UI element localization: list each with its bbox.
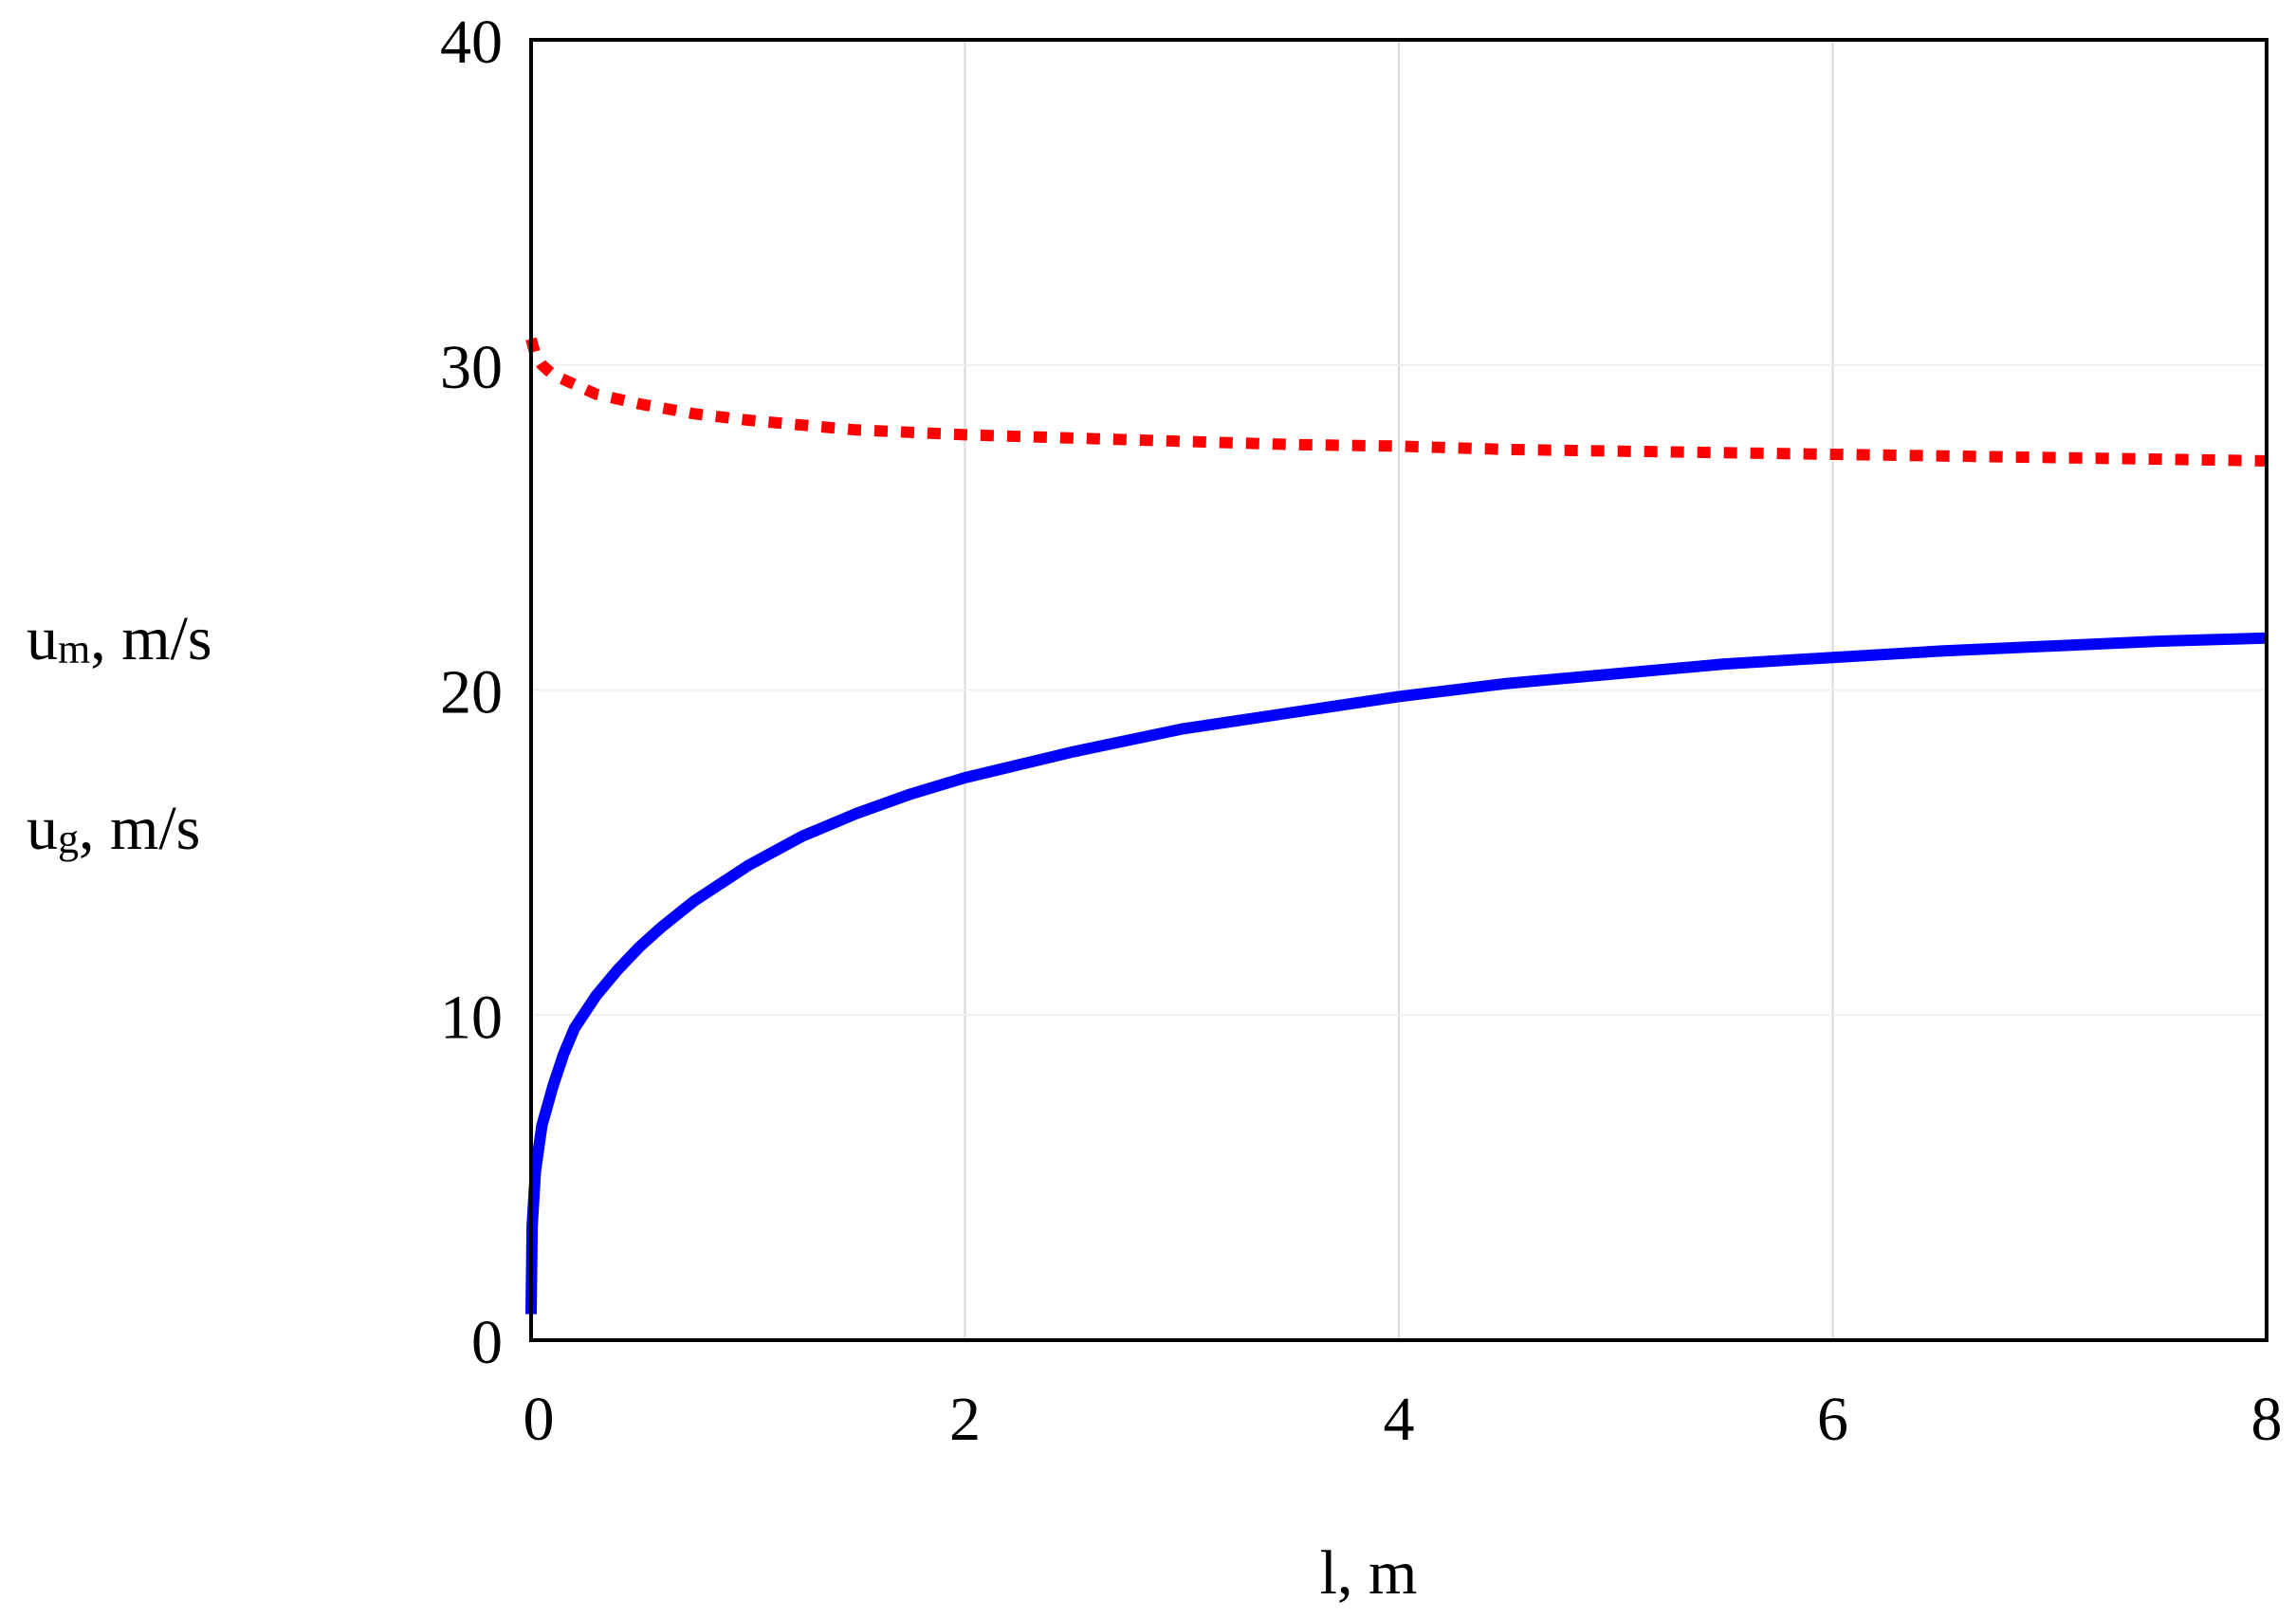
y-label-um-rest: , m/s	[90, 604, 211, 673]
x-axis-label: l, m	[1320, 1538, 1418, 1608]
y-label-ug-rest: , m/s	[79, 794, 200, 863]
y-label-ug-base: u	[27, 794, 58, 863]
plot-frame	[529, 38, 2268, 1342]
y-label-um-sub: m	[58, 626, 90, 672]
tick-labels: 0 2 4 6 8 0 10 20 30 40	[440, 8, 2283, 1454]
x-tick-label-3: 6	[1817, 1385, 1848, 1454]
y-axis-label-ug: ug, m/s	[27, 794, 200, 863]
x-tick-label-0: 0	[523, 1385, 555, 1454]
y-tick-label-0: 0	[471, 1308, 503, 1377]
x-tick-label-2: 4	[1384, 1385, 1415, 1454]
x-tick-label-1: 2	[949, 1385, 981, 1454]
y-tick-label-2: 20	[440, 658, 503, 727]
y-tick-label-4: 40	[440, 8, 503, 77]
series-group	[525, 337, 2268, 1315]
series-line-1	[525, 632, 2268, 1315]
grid-lines	[531, 40, 2267, 1340]
series-line-0	[525, 337, 2268, 467]
y-label-ug-sub: g	[58, 816, 79, 862]
y-tick-label-1: 10	[440, 983, 503, 1052]
x-tick-label-4: 8	[2251, 1385, 2283, 1454]
y-axis-label-um: um, m/s	[27, 604, 212, 673]
y-tick-label-3: 30	[440, 333, 503, 402]
y-label-um-base: u	[27, 604, 58, 673]
